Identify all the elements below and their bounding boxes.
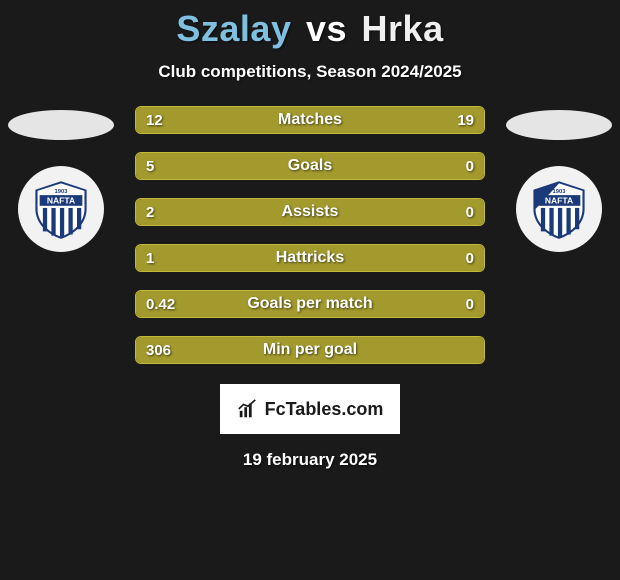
branding-box: FcTables.com [220, 384, 400, 434]
stat-label: Goals [136, 153, 484, 179]
stat-value-right: 0 [466, 199, 474, 225]
player1-name: Szalay [176, 8, 291, 49]
stat-value-right: 0 [466, 153, 474, 179]
comparison-title: Szalay vs Hrka [0, 0, 620, 50]
stat-label: Goals per match [136, 291, 484, 317]
stat-label: Hattricks [136, 245, 484, 271]
stat-row: 12Matches19 [135, 106, 485, 134]
stat-value-right: 0 [466, 291, 474, 317]
svg-text:NAFTA: NAFTA [47, 196, 75, 206]
svg-text:1903: 1903 [552, 189, 566, 195]
chart-icon [237, 398, 259, 420]
stat-label: Min per goal [136, 337, 484, 363]
stat-row: 306Min per goal [135, 336, 485, 364]
club-crest-icon: 1903 NAFTA [29, 177, 93, 241]
svg-text:NAFTA: NAFTA [545, 196, 573, 206]
right-club-badge: 1903 NAFTA [516, 166, 602, 252]
stats-column: 12Matches19 5Goals0 2Assists0 1Hattricks0 0.… [135, 106, 485, 364]
stats-arena: 1903 NAFTA 1903 NAFTA [0, 106, 620, 364]
svg-text:1903: 1903 [54, 189, 68, 195]
stat-value-right: 0 [466, 245, 474, 271]
subtitle: Club competitions, Season 2024/2025 [0, 62, 620, 82]
stat-value-right: 19 [457, 107, 474, 133]
vs-label: vs [306, 8, 347, 49]
date-label: 19 february 2025 [0, 450, 620, 470]
stat-row: 2Assists0 [135, 198, 485, 226]
right-platform-oval [506, 110, 612, 140]
left-club-badge: 1903 NAFTA [18, 166, 104, 252]
player2-name: Hrka [362, 8, 444, 49]
stat-row: 0.42Goals per match0 [135, 290, 485, 318]
stat-label: Matches [136, 107, 484, 133]
stat-row: 5Goals0 [135, 152, 485, 180]
club-crest-icon: 1903 NAFTA [527, 177, 591, 241]
stat-row: 1Hattricks0 [135, 244, 485, 272]
stat-label: Assists [136, 199, 484, 225]
branding-text: FcTables.com [265, 399, 384, 420]
left-platform-oval [8, 110, 114, 140]
